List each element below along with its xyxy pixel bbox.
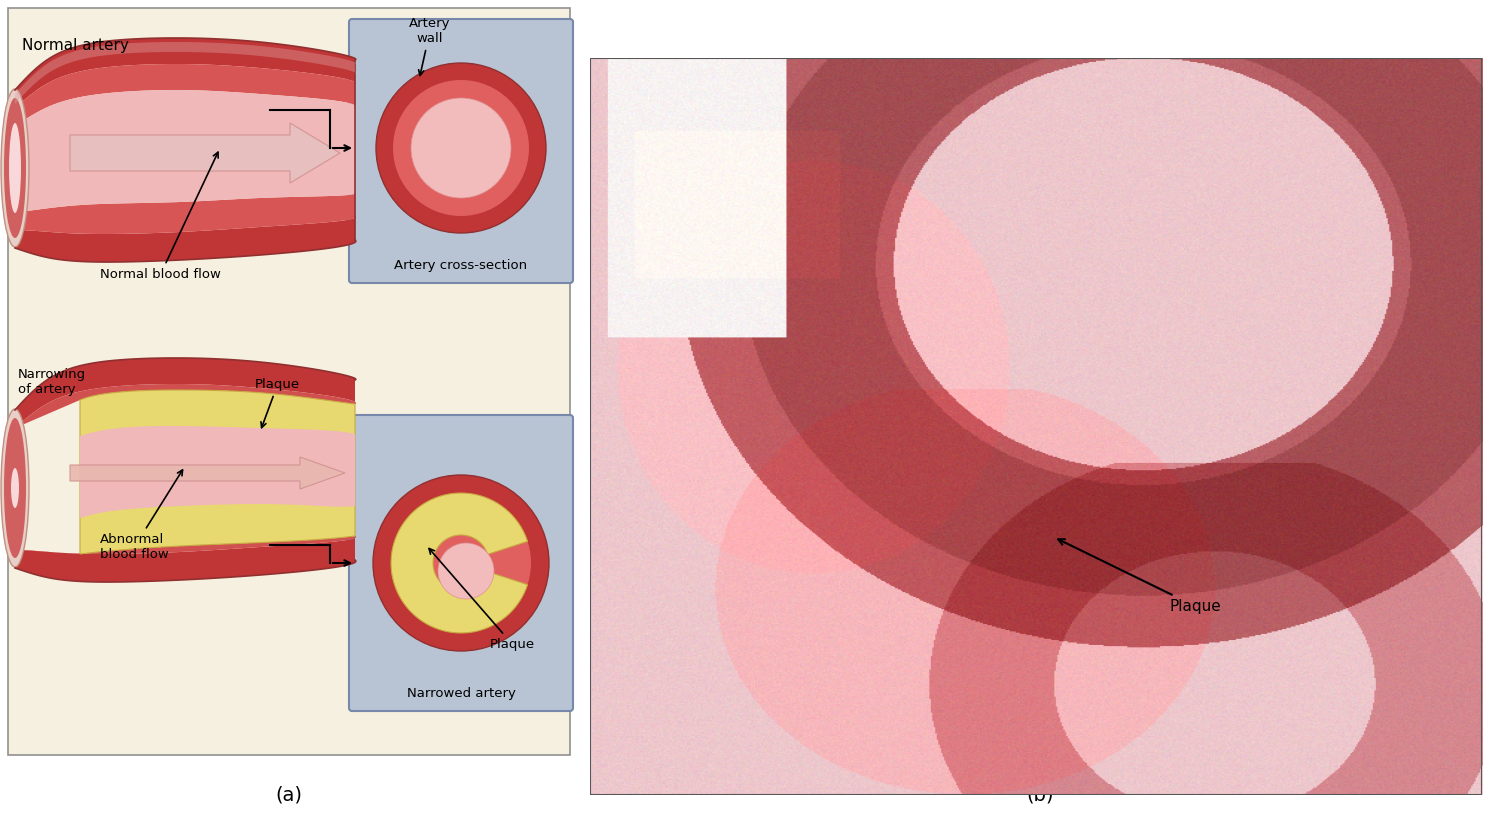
Polygon shape <box>15 90 355 212</box>
Polygon shape <box>15 536 355 582</box>
Text: Plaque: Plaque <box>429 549 536 651</box>
Polygon shape <box>15 216 355 262</box>
FancyBboxPatch shape <box>350 415 573 711</box>
FancyBboxPatch shape <box>350 19 573 283</box>
Circle shape <box>393 80 530 216</box>
Polygon shape <box>15 536 355 554</box>
FancyBboxPatch shape <box>8 8 570 755</box>
Polygon shape <box>15 42 355 104</box>
Ellipse shape <box>2 409 28 567</box>
Text: Normal blood flow: Normal blood flow <box>100 152 220 281</box>
Polygon shape <box>15 358 355 428</box>
Circle shape <box>438 543 494 599</box>
Ellipse shape <box>10 468 20 508</box>
Circle shape <box>376 63 546 233</box>
Polygon shape <box>80 426 356 518</box>
Text: (b): (b) <box>1026 785 1053 805</box>
Polygon shape <box>392 493 528 633</box>
Polygon shape <box>15 384 355 428</box>
Circle shape <box>411 98 512 198</box>
Text: (a): (a) <box>276 785 303 805</box>
Circle shape <box>392 493 531 633</box>
Text: Artery cross-section: Artery cross-section <box>394 259 528 272</box>
Circle shape <box>374 475 549 651</box>
Text: Narrowing
of artery: Narrowing of artery <box>18 368 86 396</box>
Polygon shape <box>15 38 355 108</box>
Ellipse shape <box>4 418 26 558</box>
Text: Artery
wall: Artery wall <box>410 17 450 76</box>
Polygon shape <box>70 123 340 183</box>
Polygon shape <box>15 192 355 234</box>
Ellipse shape <box>9 123 21 213</box>
Text: Abnormal
blood flow: Abnormal blood flow <box>100 470 183 561</box>
Polygon shape <box>80 390 356 554</box>
Polygon shape <box>70 457 345 489</box>
Text: Normal artery: Normal artery <box>22 38 129 53</box>
Polygon shape <box>15 64 355 126</box>
Ellipse shape <box>4 98 26 238</box>
Text: Narrowed artery: Narrowed artery <box>406 687 516 700</box>
Text: Plaque: Plaque <box>1058 539 1221 614</box>
Ellipse shape <box>2 89 28 247</box>
Text: Plaque: Plaque <box>255 378 300 428</box>
